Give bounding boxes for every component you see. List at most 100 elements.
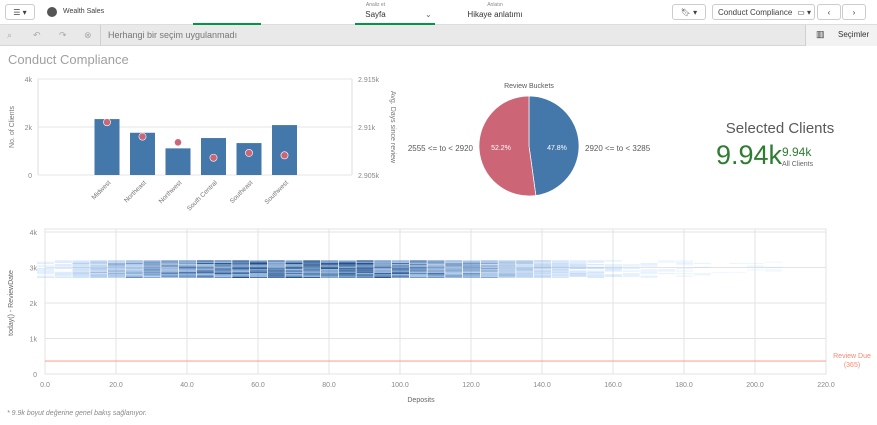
heatmap-cell bbox=[108, 275, 125, 277]
heatmap-cell bbox=[551, 275, 569, 277]
heatmap-cell bbox=[551, 265, 569, 267]
heatmap-cell bbox=[409, 276, 427, 278]
heatmap-cell bbox=[498, 274, 516, 276]
heatmap-cell bbox=[480, 266, 498, 268]
heatmap-cell bbox=[569, 260, 587, 262]
y-tick-label: 3k bbox=[30, 266, 38, 273]
x-axis-title: Deposits bbox=[407, 397, 435, 404]
heatmap-cell bbox=[179, 264, 196, 266]
pie-title: Review Buckets bbox=[504, 83, 554, 90]
heatmap-cell bbox=[693, 274, 711, 276]
heatmap-cell bbox=[463, 271, 480, 273]
heatmap-cell bbox=[37, 268, 54, 270]
heatmap-cell bbox=[480, 270, 498, 272]
smart-search-icon[interactable]: ⌕ bbox=[7, 30, 13, 40]
y-tick-label: 4k bbox=[25, 77, 33, 84]
y-axis-title: today() - ReviewDate bbox=[8, 270, 15, 336]
heatmap-cell bbox=[409, 274, 427, 276]
heatmap-cell bbox=[480, 276, 498, 278]
heatmap-cell bbox=[693, 273, 711, 275]
pie-slice bbox=[478, 95, 537, 197]
clear-selections-icon[interactable]: ⊗ bbox=[84, 30, 92, 40]
heatmap-cell bbox=[516, 262, 534, 265]
next-sheet-button[interactable]: › bbox=[842, 4, 866, 20]
heatmap-cell bbox=[764, 266, 782, 268]
heatmap-cell bbox=[658, 270, 676, 272]
heatmap-cell bbox=[747, 266, 764, 268]
heatmap-cell bbox=[587, 270, 605, 272]
selections-button[interactable]: ▥ Seçimler bbox=[805, 25, 877, 46]
heatmap-cell bbox=[516, 268, 534, 270]
heatmap-cell bbox=[214, 273, 232, 275]
heatmap-cell bbox=[374, 273, 392, 275]
heatmap-cell bbox=[321, 269, 338, 271]
kpi-value: 9.94k bbox=[716, 140, 783, 170]
bookmark-button[interactable]: 🔖︎ ▾ bbox=[672, 4, 706, 20]
heatmap-cell bbox=[409, 273, 427, 275]
heatmap-cell bbox=[534, 266, 551, 268]
sheet-selector[interactable]: Conduct Compliance ▭ ▾ bbox=[712, 4, 815, 20]
heatmap-cell bbox=[196, 273, 214, 275]
heatmap-cell bbox=[321, 260, 338, 262]
previous-sheet-button[interactable]: ‹ bbox=[817, 4, 841, 20]
heatmap-cell bbox=[303, 266, 321, 268]
heatmap-cell bbox=[693, 262, 711, 265]
tab-analyze-sheet[interactable]: Sayfa bbox=[365, 10, 386, 19]
heatmap-chart[interactable]: 0 1k 2k 3k 4k 0.0 20.0 40.0 60.0 80.0 100.0 120.0 14… bbox=[8, 228, 871, 404]
heatmap-cell bbox=[267, 264, 285, 266]
heatmap-cell bbox=[37, 276, 54, 278]
heatmap-cell bbox=[516, 266, 534, 268]
x-tick-label: 60.0 bbox=[251, 382, 265, 389]
tab-storytelling[interactable]: Hikaye anlatımı bbox=[467, 10, 523, 19]
heatmap-cell bbox=[516, 260, 534, 262]
heatmap-cell bbox=[232, 276, 250, 278]
heatmap-cell bbox=[569, 274, 587, 276]
heatmap-cell bbox=[267, 274, 285, 276]
heatmap-cell bbox=[445, 260, 463, 262]
heatmap-cell bbox=[196, 274, 214, 276]
chevron-down-icon[interactable]: ⌄ bbox=[425, 10, 432, 19]
heatmap-cell bbox=[143, 276, 161, 278]
heatmap-cell bbox=[338, 270, 356, 272]
heatmap-cell bbox=[125, 264, 143, 266]
heatmap-cell bbox=[374, 276, 392, 278]
heatmap-cell bbox=[285, 262, 303, 265]
x-tick-label: 80.0 bbox=[322, 382, 336, 389]
heatmap-cell bbox=[658, 269, 676, 271]
heatmap-cell bbox=[463, 270, 480, 272]
heatmap-cell bbox=[285, 268, 303, 270]
heatmap-cell bbox=[321, 264, 338, 266]
heatmap-cell bbox=[250, 271, 267, 273]
step-forward-icon[interactable]: ↷ bbox=[59, 30, 67, 40]
heatmap-cell bbox=[463, 275, 480, 277]
heatmap-cell bbox=[108, 260, 125, 262]
heatmap-cell bbox=[658, 261, 676, 263]
heatmap-cell bbox=[267, 275, 285, 277]
pie-chart[interactable]: Review Buckets 47.8% 2920 <= to < 3285 52.2… bbox=[408, 83, 651, 197]
heatmap-cell bbox=[232, 269, 250, 271]
heatmap-cell bbox=[338, 271, 356, 273]
heatmap-cell bbox=[463, 268, 480, 270]
heatmap-cell bbox=[445, 268, 463, 270]
x-tick-label: Northwest bbox=[158, 179, 184, 205]
y-right-tick-label: 2.91k bbox=[358, 125, 376, 132]
heatmap-cell bbox=[72, 271, 90, 273]
heatmap-cell bbox=[108, 261, 125, 263]
x-tick-label: Midwest bbox=[91, 179, 113, 201]
heatmap-cell bbox=[143, 265, 161, 267]
heatmap-cell bbox=[54, 271, 72, 273]
heatmap-cell bbox=[498, 269, 516, 271]
heatmap-cell bbox=[392, 275, 409, 277]
heatmap-cell bbox=[605, 274, 622, 276]
main-menu-button[interactable]: ☰ ▾ bbox=[5, 4, 35, 20]
heatmap-cell bbox=[72, 274, 90, 276]
step-back-icon[interactable]: ↶ bbox=[33, 30, 41, 40]
heatmap-cell bbox=[516, 264, 534, 266]
bar bbox=[165, 148, 191, 175]
bar-chart[interactable]: 0 2k 4k 2.905k 2.91k 2.915k No. of Clients Avg.… bbox=[9, 77, 396, 213]
heatmap-cell bbox=[534, 271, 551, 273]
heatmap-cell bbox=[303, 269, 321, 271]
heatmap-cell bbox=[516, 274, 534, 276]
heatmap-cell bbox=[409, 266, 427, 268]
heatmap-cell bbox=[250, 275, 267, 277]
